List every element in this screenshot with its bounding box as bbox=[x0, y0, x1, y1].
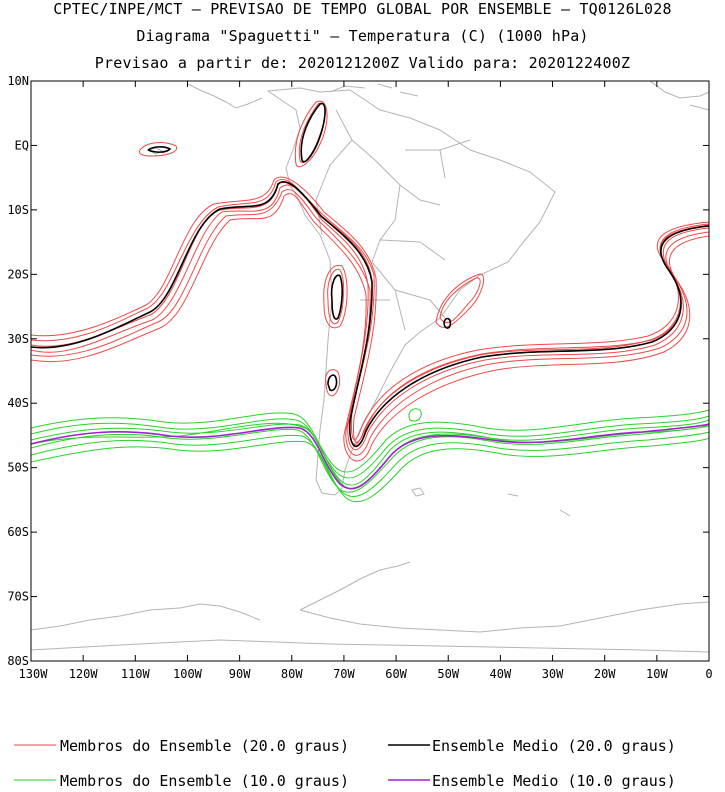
map-frame bbox=[30, 80, 710, 662]
legend-label-member10: Membros do Ensemble (10.0 graus) bbox=[60, 772, 349, 790]
mean-10-line bbox=[31, 423, 709, 490]
mean-10 bbox=[31, 423, 709, 490]
title-line-3: Previsao a partir de: 2020121200Z Valido… bbox=[94, 54, 631, 72]
member-10-line bbox=[31, 431, 709, 498]
coastlines bbox=[31, 81, 709, 653]
title-line-2: Diagrama "Spaguetti" — Temperatura (C) (… bbox=[136, 27, 589, 45]
members-10 bbox=[31, 408, 709, 503]
member-10-line bbox=[31, 409, 709, 473]
legend-label-mean10: Ensemble Medio (10.0 graus) bbox=[432, 772, 676, 790]
mean-20-line bbox=[330, 274, 343, 320]
lon-tick-label: 10W bbox=[646, 667, 668, 681]
legend: Membros do Ensemble (20.0 graus) Ensembl… bbox=[14, 737, 676, 790]
member-20-line bbox=[439, 277, 481, 324]
country-borders bbox=[315, 109, 471, 331]
lat-tick-label: 10N bbox=[7, 74, 29, 88]
title-line-1: CPTEC/INPE/MCT — PREVISAO DE TEMPO GLOBA… bbox=[53, 0, 672, 18]
lat-tick-label: 80S bbox=[7, 654, 29, 668]
lon-tick-label: 100W bbox=[173, 667, 203, 681]
lon-tick-label: 20W bbox=[594, 667, 616, 681]
antarctic-peninsula bbox=[31, 561, 709, 633]
member-20-line bbox=[323, 264, 348, 329]
mean-20-line bbox=[443, 317, 452, 329]
lon-tick-label: 110W bbox=[121, 667, 151, 681]
lon-axis: 130W 120W 110W 100W 90W 80W 70W 60W 50W 40W 30W 20W… bbox=[19, 81, 713, 681]
member-20-line bbox=[139, 142, 178, 157]
member-20-line bbox=[325, 369, 341, 397]
member-20-line bbox=[31, 193, 709, 462]
lon-tick-label: 130W bbox=[19, 667, 49, 681]
member-20-line bbox=[31, 176, 709, 443]
lat-tick-label: 70S bbox=[7, 590, 29, 604]
map-area bbox=[31, 81, 709, 653]
lon-tick-label: 0 bbox=[705, 667, 712, 681]
mean-20 bbox=[31, 102, 709, 447]
lat-axis: 10N EQ 10S 20S 30S 40S 50S 60S 70S 80S bbox=[7, 74, 709, 668]
lat-tick-label: 10S bbox=[7, 203, 29, 217]
lon-tick-label: 90W bbox=[229, 667, 251, 681]
africa-coast bbox=[649, 81, 709, 111]
member-20-line bbox=[294, 100, 328, 168]
mean-20-line bbox=[300, 102, 326, 163]
mean-20-line bbox=[31, 181, 709, 447]
falklands bbox=[411, 487, 425, 497]
member-10-line bbox=[31, 419, 709, 486]
lon-tick-label: 80W bbox=[281, 667, 303, 681]
member-20-line bbox=[435, 273, 485, 328]
member-10-line bbox=[31, 437, 709, 503]
lat-tick-label: 60S bbox=[7, 525, 29, 539]
south-georgia bbox=[507, 493, 571, 517]
south-america-coast bbox=[266, 87, 556, 496]
lon-tick-label: 40W bbox=[490, 667, 512, 681]
mean-20-line bbox=[147, 146, 172, 153]
lat-tick-label: 40S bbox=[7, 396, 29, 410]
lat-tick-label: 50S bbox=[7, 461, 29, 475]
antarctica-interior bbox=[31, 639, 709, 653]
lat-tick-label: EQ bbox=[15, 138, 29, 152]
north-coast-islands bbox=[329, 83, 419, 97]
central-america-coast bbox=[187, 83, 263, 109]
member-20-line bbox=[327, 268, 345, 325]
lon-tick-label: 70W bbox=[333, 667, 355, 681]
lon-tick-label: 50W bbox=[437, 667, 459, 681]
legend-label-member20: Membros do Ensemble (20.0 graus) bbox=[60, 737, 349, 755]
lon-tick-label: 120W bbox=[69, 667, 99, 681]
member-10-line bbox=[408, 408, 422, 422]
member-10-line bbox=[31, 415, 709, 479]
galapagos bbox=[146, 147, 164, 155]
lon-tick-label: 60W bbox=[385, 667, 407, 681]
mean-20-line bbox=[327, 374, 338, 392]
lon-tick-label: 30W bbox=[542, 667, 564, 681]
member-10-line bbox=[31, 425, 709, 493]
lat-tick-label: 20S bbox=[7, 267, 29, 281]
legend-label-mean20: Ensemble Medio (20.0 graus) bbox=[432, 737, 676, 755]
lat-tick-label: 30S bbox=[7, 332, 29, 346]
